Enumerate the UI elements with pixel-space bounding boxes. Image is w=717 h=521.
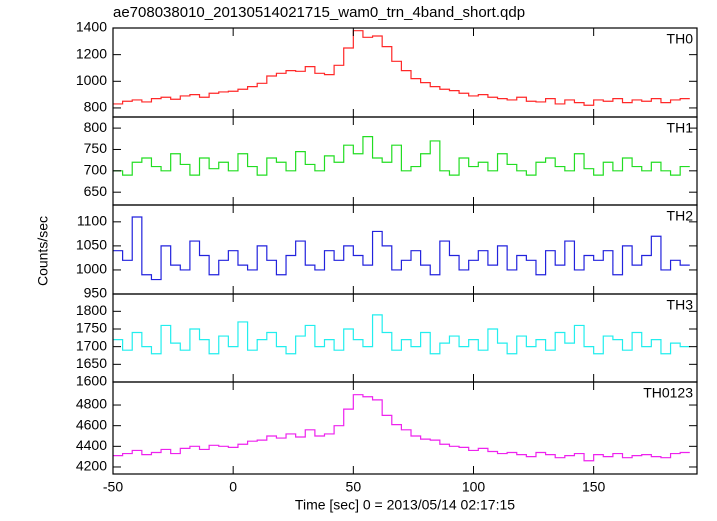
x-tick-label: 0	[229, 479, 237, 495]
y-tick-label: 1000	[76, 261, 107, 277]
y-tick-label: 800	[84, 119, 108, 135]
panel-label: TH2	[667, 208, 694, 224]
x-tick-label: -50	[103, 479, 123, 495]
y-tick-label: 700	[84, 162, 108, 178]
x-tick-label: 50	[346, 479, 362, 495]
panel-frame	[112, 381, 698, 475]
y-tick-label: 1200	[76, 45, 107, 61]
y-tick-label: 4800	[76, 396, 107, 412]
data-line	[113, 216, 690, 281]
y-tick-label: 1100	[77, 213, 107, 229]
y-tick-label: 1750	[76, 320, 107, 336]
y-tick-label: 1800	[76, 302, 107, 318]
chart-title: ae708038010_20130514021715_wam0_trn_4ban…	[113, 4, 525, 21]
y-tick-label: 1000	[76, 72, 107, 88]
data-line	[113, 30, 690, 106]
y-tick-label: 1400	[76, 19, 107, 35]
panel-label: TH3	[667, 297, 694, 313]
y-tick-label: 4200	[76, 458, 107, 474]
y-axis-label: Counts/sec	[35, 216, 51, 286]
panel-frame	[112, 204, 698, 295]
x-axis-label: Time [sec] 0 = 2013/05/14 02:17:15	[295, 497, 515, 513]
y-tick-label: 1600	[76, 373, 107, 389]
y-tick-label: 1700	[76, 337, 107, 353]
data-line	[113, 314, 690, 355]
y-tick-label: 950	[84, 285, 108, 301]
y-tick-label: 800	[84, 99, 108, 115]
y-tick-label: 1650	[76, 355, 107, 371]
panel-label: TH0123	[643, 385, 693, 401]
panel-frame	[112, 293, 698, 383]
x-tick-label: 150	[582, 479, 606, 495]
panel-frame	[112, 27, 698, 118]
panel-frame	[112, 116, 698, 206]
y-tick-label: 4600	[76, 416, 107, 432]
data-line	[113, 136, 690, 176]
x-tick-label: 100	[462, 479, 486, 495]
y-tick-label: 4400	[76, 437, 107, 453]
y-tick-label: 750	[84, 140, 108, 156]
panel-label: TH0	[667, 31, 694, 47]
data-line	[113, 394, 690, 462]
y-tick-label: 1050	[76, 237, 107, 253]
y-tick-label: 650	[84, 183, 108, 199]
panel-label: TH1	[667, 120, 694, 136]
